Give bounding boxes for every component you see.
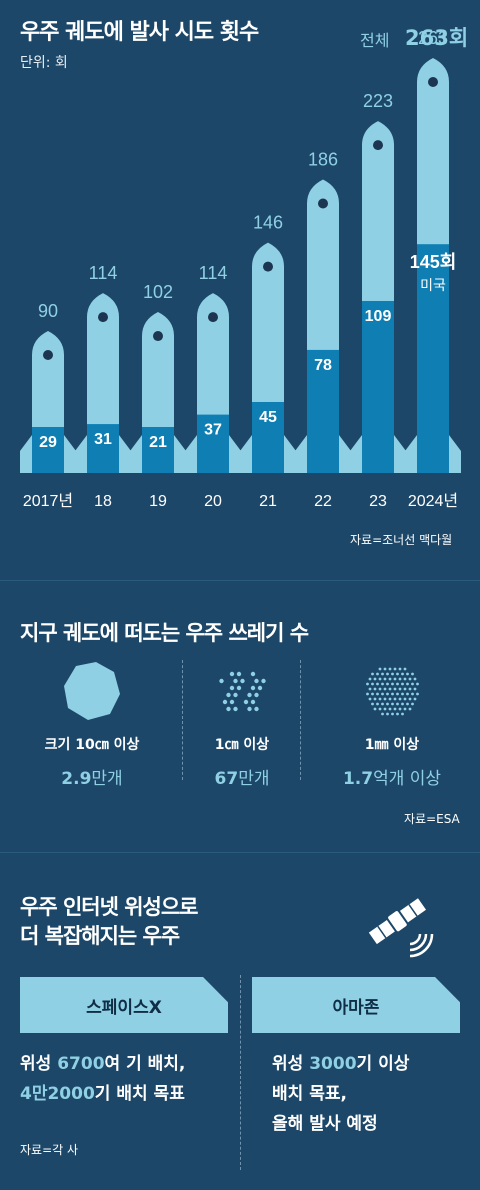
rocket-fin [350, 435, 362, 473]
category-label: 20 [204, 493, 222, 510]
satellite-icon [368, 898, 434, 958]
rocket-window [428, 77, 438, 87]
rocket-window [208, 312, 218, 323]
debris-label: 크기 10㎝ 이상 [44, 737, 140, 753]
column-divider [300, 660, 301, 780]
amazon-description: 위성 3000기 이상 배치 목표, 올해 발사 예정 [272, 1054, 410, 1134]
rocket-fin [295, 435, 307, 473]
debris-item-1mm: 1㎜ 이상 1.7억개 이상 [317, 660, 467, 789]
bar-us [252, 401, 284, 473]
us-value-label: 37 [204, 422, 222, 439]
category-label: 21 [259, 493, 277, 510]
small-debris-icon [366, 667, 419, 716]
column-divider [240, 975, 241, 1170]
chart-title: 우주 궤도에 발사 시도 횟수 [20, 20, 259, 45]
tab-spacex: 스페이스X [20, 977, 228, 1033]
us-value-label: 21 [149, 434, 167, 451]
unit-label: 단위: 회 [20, 55, 68, 71]
us-value-label: 109 [365, 308, 392, 325]
rocket-fin [240, 435, 252, 473]
us-value-label: 45 [259, 409, 277, 426]
rocket-fin [174, 435, 186, 473]
debris-value: 67만개 [214, 769, 270, 789]
rocket-bar-chart: 90 29 2017년 114 31 18 102 21 19 114 37 20 146 45 21 186… [20, 28, 461, 510]
category-label: 22 [314, 493, 332, 510]
bar-us [87, 424, 119, 473]
total-value: 263회 [405, 26, 469, 50]
bar-us [197, 414, 229, 473]
section-divider [0, 580, 480, 581]
us-value-label: 29 [39, 434, 57, 451]
rocket-fin [394, 435, 406, 473]
total-value-label: 114 [199, 263, 228, 283]
column-divider [182, 660, 183, 780]
category-label: 23 [369, 493, 387, 510]
total-value-label: 90 [38, 301, 58, 321]
category-label: 18 [94, 493, 112, 510]
total-value-label: 186 [308, 150, 338, 170]
debris-value: 2.9만개 [61, 769, 123, 789]
debris-value: 1.7억개 이상 [342, 769, 442, 789]
category-label: 19 [149, 493, 167, 510]
rocket-window [43, 349, 53, 360]
debris-item-10cm: 크기 10㎝ 이상 2.9만개 [17, 660, 167, 789]
rocket-fin [64, 435, 76, 473]
rocket-fin [339, 435, 351, 473]
debris-title: 지구 궤도에 떠도는 우주 쓰레기 수 [20, 621, 309, 645]
bar-us [362, 301, 394, 473]
rocket-window [373, 140, 383, 151]
rocket-fin [119, 435, 131, 473]
us-value-label: 31 [94, 431, 112, 448]
total-value-label: 146 [253, 213, 283, 233]
rocket-fin [449, 435, 461, 473]
source-note: 자료=각 사 [20, 1143, 79, 1157]
total-label: 전체 [360, 31, 390, 50]
us-value-label: 145회 [410, 252, 457, 272]
debris-item-1cm: 1㎝ 이상 67만개 [167, 660, 317, 789]
source-note: 자료=ESA [404, 812, 460, 826]
section-divider [0, 852, 480, 853]
rocket-fin [20, 435, 32, 473]
bar-us [32, 427, 64, 473]
category-label: 2017년 [23, 492, 73, 510]
rocket-fin [229, 435, 241, 473]
spacex-description: 위성 6700여 기 배치, 4만2000기 배치 목표 [20, 1054, 186, 1104]
us-value-label: 78 [314, 357, 332, 374]
medium-debris-icon [219, 671, 266, 712]
rocket-window [263, 261, 273, 272]
debris-label: 1㎜ 이상 [364, 737, 420, 753]
rocket-window [318, 198, 328, 209]
total-value-label: 263 [418, 28, 448, 48]
bar-us [307, 349, 339, 473]
rocket-window [98, 312, 108, 323]
rocket-fin [405, 435, 417, 473]
rocket-fin [284, 435, 296, 473]
internet-satellite-title: 우주 인터넷 위성으로 더 복잡해지는 우주 [20, 895, 199, 948]
rocket-fin [130, 435, 142, 473]
rocket-fin [185, 435, 197, 473]
rocket-fin [75, 435, 87, 473]
bar-us [142, 427, 174, 473]
source-note: 자료=조너선 맥다월 [350, 533, 453, 547]
large-debris-icon [64, 662, 120, 720]
total-value-label: 223 [363, 91, 393, 111]
us-series-label: 미국 [420, 277, 446, 293]
debris-label: 1㎝ 이상 [214, 737, 270, 753]
rocket-window [153, 331, 163, 342]
tab-amazon: 아마존 [252, 977, 460, 1033]
total-value-label: 102 [143, 282, 173, 302]
category-label: 2024년 [408, 492, 458, 510]
bar-us [417, 244, 449, 473]
total-value-label: 114 [89, 263, 118, 283]
